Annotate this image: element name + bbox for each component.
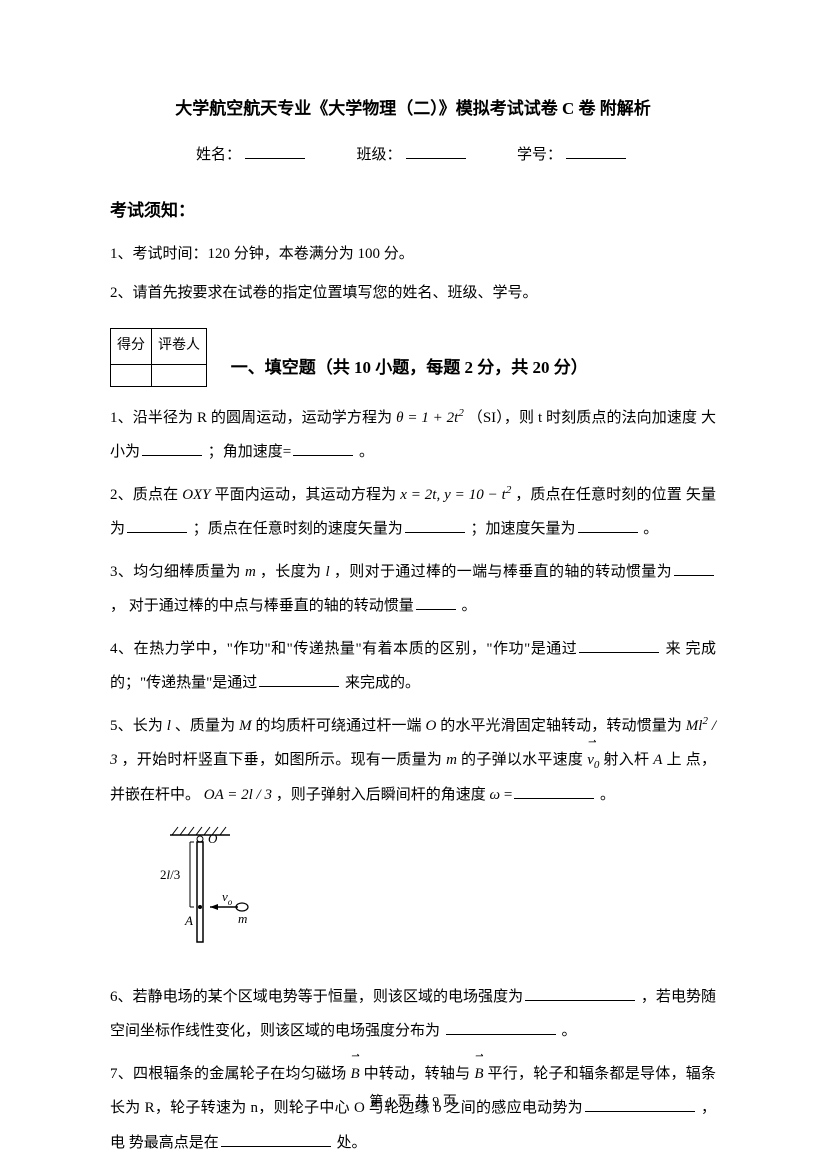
q3-l: l	[326, 564, 330, 580]
q7-text: 7、四根辐条的金属轮子在均匀磁场	[110, 1066, 350, 1082]
q2-blank2[interactable]	[405, 532, 465, 533]
q3-blank2[interactable]	[416, 609, 456, 610]
q2-text2: 平面内运动，其运动方程为	[214, 487, 400, 503]
question-5: 5、长为 l 、质量为 M 的均质杆可绕通过杆一端 O 的水平光滑固定轴转动，转…	[110, 709, 716, 813]
q2-blank1[interactable]	[127, 532, 187, 533]
q2-text: 2、质点在	[110, 487, 182, 503]
q7-blank2[interactable]	[221, 1146, 331, 1147]
grader-cell[interactable]	[152, 364, 207, 386]
section1-title: 一、填空题（共 10 小题，每题 2 分，共 20 分）	[231, 349, 588, 386]
q1-text2: （SI），则 t 时刻质点的法向加速度	[468, 410, 697, 426]
question-2: 2、质点在 OXY 平面内运动，其运动方程为 x = 2t, y = 10 − …	[110, 478, 716, 547]
q5-blank[interactable]	[514, 798, 594, 799]
q3-text3: ，则对于通过棒的一端与棒垂直的轴的转动惯量为	[334, 564, 672, 580]
section-header: 得分 评卷人 一、填空题（共 10 小题，每题 2 分，共 20 分）	[110, 318, 716, 387]
q7-text7: 处。	[337, 1135, 367, 1151]
diagram-v-label: vo	[222, 889, 233, 907]
q2-text3: ，质点在任意时刻的位置	[515, 487, 682, 503]
page-footer: 第 1 页 共 9 页	[0, 1088, 826, 1119]
notice-item-2: 2、请首先按要求在试卷的指定位置填写您的姓名、班级、学号。	[110, 277, 716, 310]
q6-blank2[interactable]	[446, 1034, 556, 1035]
diagram-A-label: A	[184, 913, 193, 928]
q5-text11: ，则子弹射入后瞬间杆的角速度	[276, 787, 490, 803]
id-blank[interactable]	[566, 158, 626, 159]
score-table: 得分 评卷人	[110, 328, 207, 387]
q4-text: 4、在热力学中，"作功"和"传递热量"有着本质的区别，"作功"是通过	[110, 641, 577, 657]
q5-text12: =	[504, 787, 512, 803]
score-cell[interactable]	[111, 364, 152, 386]
q4-text2: 来	[666, 641, 682, 657]
q4-text4: 来完成的。	[345, 675, 420, 691]
q7-text2: 中转动，转轴与	[364, 1066, 475, 1082]
q5-text9: 上	[666, 752, 681, 768]
q5-text7: 的子弹以水平速度	[461, 752, 587, 768]
q1-blank2[interactable]	[293, 455, 353, 456]
q5-l: l	[167, 718, 171, 734]
q4-blank2[interactable]	[259, 686, 339, 687]
q5-omega: ω	[489, 787, 500, 803]
q1-text4: ；角加速度=	[208, 444, 291, 460]
notice-item-1: 1、考试时间：120 分钟，本卷满分为 100 分。	[110, 238, 716, 271]
q5-diagram: O 2l/3 A vo m	[150, 825, 716, 968]
q5-OA: OA = 2l / 3	[204, 787, 272, 803]
q6-text: 6、若静电场的某个区域电势等于恒量，则该区域的电场强度为	[110, 989, 523, 1005]
q1-blank1[interactable]	[142, 455, 202, 456]
q5-text3: 的均质杆可绕通过杆一端	[255, 718, 425, 734]
notice-title: 考试须知：	[110, 192, 716, 229]
pendulum-diagram: O 2l/3 A vo m	[150, 825, 270, 955]
q2-text6: ；加速度矢量为	[471, 521, 576, 537]
score-header: 得分	[111, 328, 152, 364]
q2-oxy: OXY	[182, 487, 210, 503]
name-blank[interactable]	[245, 158, 305, 159]
q5-text6: ，开始时杆竖直下垂，如图所示。现有一质量为	[122, 752, 447, 768]
id-label: 学号：	[517, 147, 562, 163]
q7-B2: B	[474, 1057, 483, 1092]
q6-text2: ，若电势随	[641, 989, 716, 1005]
q7-text6: 势最高点是在	[129, 1135, 219, 1151]
q7-text3: 平行，轮子和辐条都是导体，辐条	[488, 1066, 716, 1082]
q3-text2: ，长度为	[260, 564, 326, 580]
diagram-O-label: O	[208, 831, 218, 846]
name-label: 姓名：	[196, 147, 241, 163]
q3-m: m	[245, 564, 256, 580]
q6-text4: 。	[562, 1023, 577, 1039]
q1-text: 1、沿半径为 R 的圆周运动，运动学方程为	[110, 410, 396, 426]
q1-formula: θ = 1 + 2t2	[396, 410, 464, 426]
diagram-m-label: m	[238, 911, 247, 926]
q5-text13: 。	[600, 787, 615, 803]
q5-M: M	[239, 718, 252, 734]
q5-text4: 的水平光滑固定轴转动，转动惯量为	[440, 718, 682, 734]
q5-A: A	[653, 752, 662, 768]
question-4: 4、在热力学中，"作功"和"传递热量"有着本质的区别，"作功"是通过 来 完成的…	[110, 632, 716, 701]
q2-formula: x = 2t, y = 10 − t2	[400, 487, 511, 503]
q2-blank3[interactable]	[578, 532, 638, 533]
student-info-line: 姓名： 班级： 学号：	[110, 139, 716, 172]
q5-text8: 射入杆	[603, 752, 653, 768]
q5-text: 5、长为	[110, 718, 167, 734]
q2-text5: ；质点在任意时刻的速度矢量为	[193, 521, 403, 537]
diagram-dist-label: 2l/3	[160, 867, 180, 882]
q3-text4: ，	[110, 598, 125, 614]
question-1: 1、沿半径为 R 的圆周运动，运动学方程为 θ = 1 + 2t2 （SI），则…	[110, 401, 716, 470]
q1-text5: 。	[359, 444, 374, 460]
q2-text7: 。	[643, 521, 658, 537]
class-blank[interactable]	[406, 158, 466, 159]
q4-blank1[interactable]	[579, 652, 659, 653]
exam-title: 大学航空航天专业《大学物理（二）》模拟考试试卷 C 卷 附解析	[110, 90, 716, 127]
q5-text2: 、质量为	[175, 718, 239, 734]
q3-text5: 对于通过棒的中点与棒垂直的轴的转动惯量	[129, 598, 414, 614]
grader-header: 评卷人	[152, 328, 207, 364]
q3-text: 3、均匀细棒质量为	[110, 564, 245, 580]
q3-text6: 。	[462, 598, 477, 614]
q6-blank1[interactable]	[525, 1000, 635, 1001]
class-label: 班级：	[356, 147, 401, 163]
q6-text3: 空间坐标作线性变化，则该区域的电场强度分布为	[110, 1023, 440, 1039]
question-6: 6、若静电场的某个区域电势等于恒量，则该区域的电场强度为 ，若电势随 空间坐标作…	[110, 980, 716, 1049]
q3-blank1[interactable]	[674, 575, 714, 576]
q7-B1: B	[350, 1057, 359, 1092]
question-3: 3、均匀细棒质量为 m ，长度为 l ，则对于通过棒的一端与棒垂直的轴的转动惯量…	[110, 555, 716, 624]
q5-O: O	[426, 718, 437, 734]
q5-m: m	[446, 752, 457, 768]
q5-v0: v0	[587, 743, 599, 778]
